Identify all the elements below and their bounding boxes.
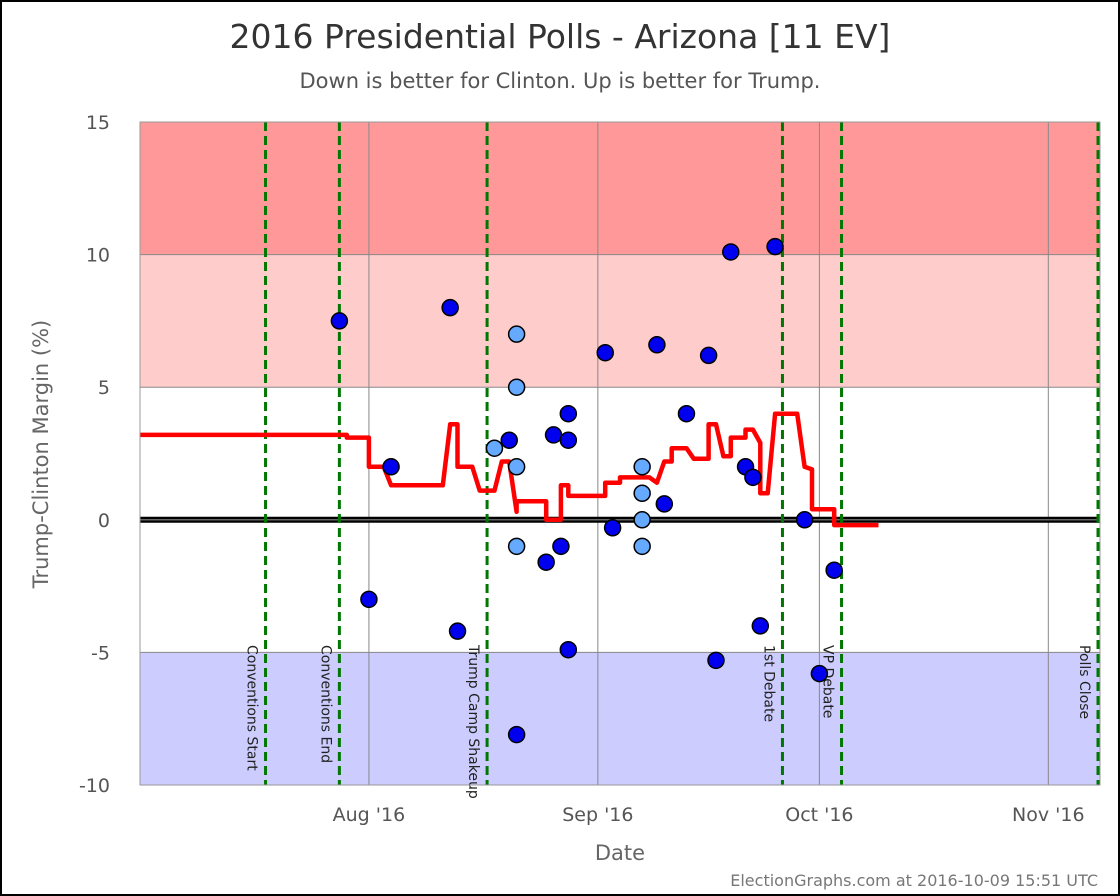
poll-point [507,325,526,343]
margin-bands [140,122,1100,785]
poll-point [448,622,467,640]
x-tick-label: Aug '16 [333,804,406,826]
poll-point [330,312,349,330]
poll-point [559,431,578,449]
chart-title: 2016 Presidential Polls - Arizona [11 EV… [230,17,891,56]
poll-point [360,590,378,609]
event-label: Polls Close [1076,645,1092,719]
chart-subtitle: Down is better for Clinton. Up is better… [300,69,821,93]
poll-point [699,346,718,365]
event-label: Trump Camp Shakeup [465,644,481,799]
poll-point [507,725,526,744]
y-tick-label: 15 [86,112,110,134]
poll-point [500,431,518,449]
poll-point [559,640,578,659]
poll-point [382,458,400,476]
poll-point [751,617,770,635]
poll-point [507,537,526,556]
poll-point [810,664,829,683]
poll-point [795,511,814,529]
poll-point [603,519,622,537]
y-tick-label: 10 [86,245,110,267]
event-label: Conventions Start [244,645,260,771]
poll-point [552,537,570,556]
margin-band [140,254,1100,388]
y-tick-label: 5 [98,377,110,399]
poll-point [441,298,459,317]
x-tick-label: Oct '16 [785,804,853,826]
poll-point [596,343,614,362]
poll-point [633,458,651,476]
x-tick-label: Sep '16 [562,804,633,826]
poll-point [722,243,740,261]
poll-point [766,237,784,256]
poll-point [825,561,843,579]
margin-band [140,652,1100,785]
poll-point [707,651,725,670]
poll-point [633,537,651,556]
event-markers: Conventions Start Conventions End Trump Ca… [244,122,1100,799]
x-tick-label: Nov '16 [1012,804,1085,826]
plot-border [139,121,1101,786]
poll-point [655,495,674,513]
poll-point [559,404,578,423]
poll-point [633,484,651,503]
event-label: 1st Debate [760,645,776,722]
y-axis-label: Trump-Clinton Margin (%) [29,320,53,590]
poll-point [537,553,555,571]
poll-point [507,458,526,476]
poll-point [544,426,563,444]
axes: 15 10 5 0 -5 -10 Aug '16 Sep '16 Oct '16 Nov '16 [79,112,1101,826]
margin-band [140,122,1100,255]
poll-point [485,439,504,457]
y-tick-label: -10 [79,775,110,797]
average-line-path [140,411,879,528]
poll-point [648,336,666,354]
poll-points [330,237,843,744]
credit-text: ElectionGraphs.com at 2016-10-09 15:51 U… [730,871,1098,890]
event-label: VP Debate [820,645,836,718]
y-tick-label: 0 [98,510,110,532]
event-label: Conventions End [317,645,333,763]
x-axis-label: Date [595,841,645,865]
poll-point [677,404,696,423]
y-tick-label: -5 [91,642,110,664]
poll-point [744,468,762,487]
average-line [140,411,879,528]
poll-point [633,511,651,529]
poll-point [507,378,526,396]
